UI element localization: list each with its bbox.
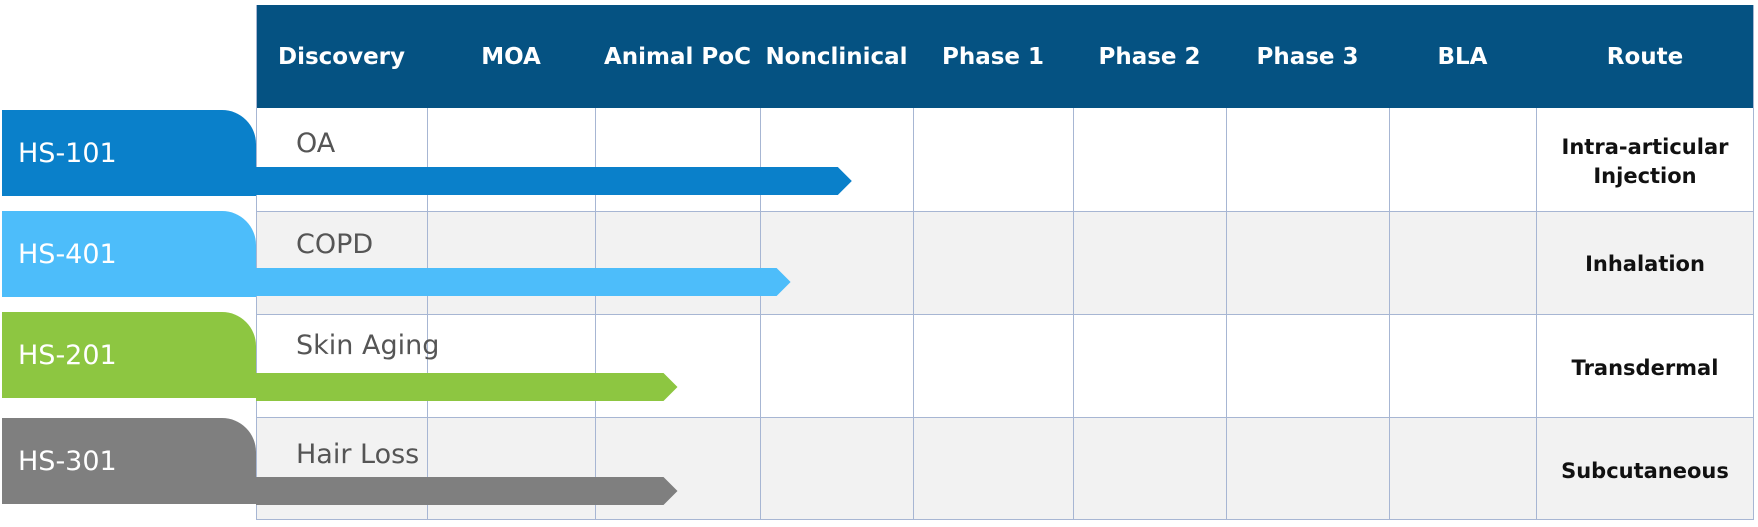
header-phase-2: Phase 2 <box>1098 43 1201 70</box>
indication-label: OA <box>296 127 336 159</box>
program-code: HS-101 <box>18 137 117 169</box>
header-phase-3: Phase 3 <box>1256 43 1359 70</box>
program-tab-hs-101: HS-101 <box>2 110 256 196</box>
route-label: Inhalation <box>1585 251 1705 276</box>
header-moa: MOA <box>481 43 541 70</box>
progress-arrow-hs-101 <box>256 167 852 195</box>
grid-line-horizontal <box>256 211 1754 212</box>
progress-arrow-hs-401 <box>256 268 791 296</box>
grid-line-vertical <box>256 5 257 520</box>
header-route: Route <box>1606 43 1684 70</box>
row-background <box>256 314 1754 417</box>
route-label: Transdermal <box>1571 355 1719 380</box>
route-label: Subcutaneous <box>1561 458 1729 483</box>
program-code: HS-401 <box>18 238 117 270</box>
row-background <box>256 108 1754 211</box>
header-animal-poc: Animal PoC <box>604 43 751 70</box>
header-bar <box>256 5 1754 108</box>
grid-line-horizontal <box>256 417 1754 418</box>
header-nonclinical: Nonclinical <box>765 43 908 70</box>
program-code: HS-201 <box>18 339 117 371</box>
header-discovery: Discovery <box>277 43 406 70</box>
grid-line-vertical <box>1753 5 1754 520</box>
header-phase-1: Phase 1 <box>941 43 1045 70</box>
progress-arrow-hs-301 <box>256 477 678 505</box>
program-tab-hs-301: HS-301 <box>2 418 256 504</box>
indication-label: Skin Aging <box>296 329 440 361</box>
program-tab-hs-201: HS-201 <box>2 312 256 398</box>
indication-label: Hair Loss <box>296 438 420 470</box>
route-label: Intra-articular Injection <box>1561 135 1729 188</box>
program-tab-hs-401: HS-401 <box>2 211 256 297</box>
indication-label: COPD <box>296 228 374 260</box>
grid-line-horizontal <box>256 519 1754 520</box>
header-bla: BLA <box>1437 43 1488 70</box>
row-background <box>256 211 1754 314</box>
progress-arrow-hs-201 <box>256 373 678 401</box>
grid-line-horizontal <box>256 314 1754 315</box>
program-code: HS-301 <box>18 445 117 477</box>
